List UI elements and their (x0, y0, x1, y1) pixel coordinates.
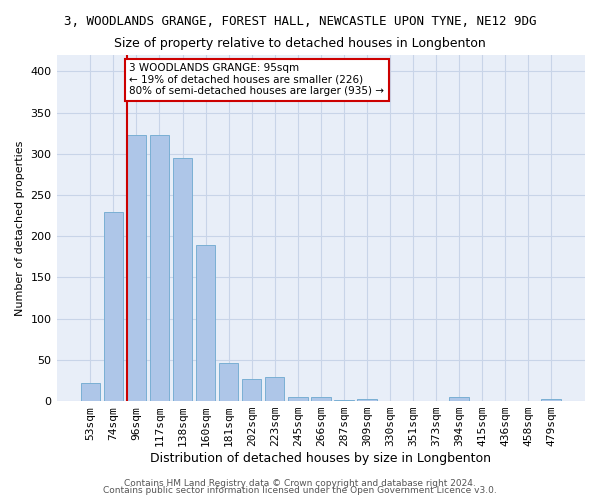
Bar (149, 135, 169, 401)
Y-axis label: Number of detached properties: Number of detached properties (15, 140, 25, 316)
Bar (311, 397, 331, 401)
Bar (265, 377, 284, 401)
Bar (357, 398, 377, 401)
Bar (449, 397, 469, 401)
Bar (196, 244, 215, 401)
Bar (104, 212, 123, 401)
Bar (127, 135, 146, 401)
Text: Size of property relative to detached houses in Longbenton: Size of property relative to detached ho… (114, 38, 486, 51)
Bar (219, 363, 238, 401)
Bar (288, 397, 308, 401)
Bar (541, 398, 561, 401)
X-axis label: Distribution of detached houses by size in Longbenton: Distribution of detached houses by size … (150, 452, 491, 465)
Bar (334, 400, 353, 401)
Text: 3, WOODLANDS GRANGE, FOREST HALL, NEWCASTLE UPON TYNE, NE12 9DG: 3, WOODLANDS GRANGE, FOREST HALL, NEWCAS… (64, 15, 536, 28)
Bar (173, 158, 193, 401)
Bar (80, 383, 100, 401)
Text: Contains public sector information licensed under the Open Government Licence v3: Contains public sector information licen… (103, 486, 497, 495)
Bar (242, 379, 262, 401)
Text: 3 WOODLANDS GRANGE: 95sqm
← 19% of detached houses are smaller (226)
80% of semi: 3 WOODLANDS GRANGE: 95sqm ← 19% of detac… (130, 63, 385, 96)
Text: Contains HM Land Registry data © Crown copyright and database right 2024.: Contains HM Land Registry data © Crown c… (124, 478, 476, 488)
